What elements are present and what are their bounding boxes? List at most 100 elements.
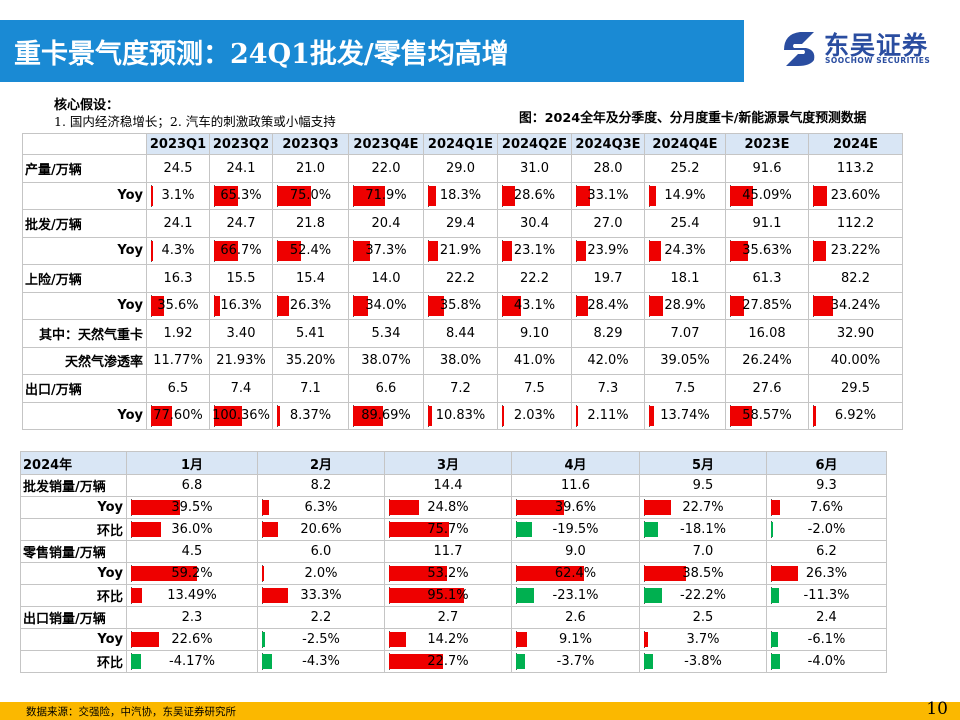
data-bar (649, 405, 654, 426)
table-cell: 53.2% (384, 562, 512, 585)
column-header: 2023E (725, 133, 809, 155)
column-header: 2月 (257, 451, 385, 475)
table-cell: 7.3 (571, 374, 645, 403)
cell-value: 16.3% (220, 298, 262, 314)
table-cell: 39.6% (511, 496, 640, 519)
cell-value: 11.7 (433, 544, 463, 559)
table-cell: 24.1 (209, 154, 273, 183)
table-cell: 9.0 (511, 540, 640, 563)
table-cell: 14.4 (384, 474, 512, 497)
cell-value: 14.4 (433, 478, 463, 493)
cell-value: 7.1 (300, 380, 321, 396)
table-cell: 40.00% (808, 346, 903, 375)
cell-value: 100.36% (212, 408, 270, 424)
table-cell: 7.5 (497, 374, 572, 403)
table-cell: 23.9% (571, 236, 645, 265)
data-bar (428, 185, 437, 206)
data-bar (214, 295, 220, 316)
table-cell: 37.3% (348, 236, 424, 265)
cell-value: 14.2% (427, 632, 469, 647)
table-cell: 42.0% (571, 346, 645, 375)
cell-value: 9.10 (520, 325, 549, 341)
data-bar (131, 654, 142, 669)
table-cell: 35.20% (272, 346, 349, 375)
table-header-row: 2024年 1月 2月 3月 4月 5月 6月 (20, 451, 887, 475)
forecast-table: 2023Q1 2023Q2 2023Q3 2023Q4E 2024Q1E 2024Q2E 2… (22, 133, 903, 430)
data-bar (502, 405, 504, 426)
cell-value: 7.0 (692, 544, 714, 559)
cell-value: 89.69% (361, 408, 411, 424)
data-bar (277, 295, 289, 316)
table-cell: 11.6 (511, 474, 640, 497)
table-cell: 7.2 (423, 374, 498, 403)
table-cell: 2.11% (571, 401, 645, 430)
data-bar (771, 566, 798, 581)
cell-value: 9.5 (692, 478, 714, 493)
data-bar (262, 522, 279, 537)
cell-value: 26.24% (742, 353, 792, 369)
cell-value: -4.17% (169, 654, 215, 669)
page-number: 10 (926, 699, 948, 719)
table-cell: 6.5 (146, 374, 210, 403)
table-cell: 21.93% (209, 346, 273, 375)
data-bar (771, 588, 780, 603)
cell-value: 22.2 (520, 270, 549, 286)
table-cell: 27.6 (725, 374, 809, 403)
data-bar (771, 632, 778, 647)
table-cell: 52.4% (272, 236, 349, 265)
cell-value: 8.29 (593, 325, 623, 341)
data-bar (151, 185, 153, 206)
table-cell: -3.7% (511, 650, 640, 673)
cell-value: 65.3% (220, 188, 262, 204)
data-bar (576, 295, 589, 316)
cell-value: 58.57% (742, 408, 792, 424)
table-cell: 23.1% (497, 236, 572, 265)
cell-value: 6.0 (310, 544, 332, 559)
data-bar (151, 405, 173, 426)
cell-value: 3.7% (686, 632, 720, 647)
cell-value: 15.5 (226, 270, 256, 286)
cell-value: 24.1 (226, 160, 256, 176)
cell-value: 61.3 (752, 270, 782, 286)
data-bar (813, 295, 833, 316)
data-bar (277, 185, 311, 206)
table-cell: 4.5 (126, 540, 258, 563)
logo-text-cn: 东吴证券 (824, 31, 929, 60)
cell-value: 7.2 (450, 380, 471, 396)
cell-value: -2.5% (302, 632, 340, 647)
table-cell: 3.7% (639, 628, 767, 651)
table-cell: 34.0% (348, 291, 424, 320)
data-bar (389, 632, 406, 647)
table-cell: 3.1% (146, 181, 210, 210)
soochow-logo: 东吴证券 SOOCHOW SECURITIES (780, 24, 950, 76)
column-header: 2023Q2 (209, 133, 273, 155)
data-bar (813, 405, 816, 426)
table-cell: 31.0 (497, 154, 572, 183)
data-bar (353, 295, 369, 316)
table-cell: 11.7 (384, 540, 512, 563)
cell-value: 35.6% (157, 298, 199, 314)
column-header: 1月 (126, 451, 258, 475)
table-cell: 65.3% (209, 181, 273, 210)
cell-value: 26.3% (289, 298, 332, 314)
cell-value: 34.0% (365, 298, 407, 314)
data-bar (516, 632, 527, 647)
cell-value: 2.0% (304, 566, 338, 581)
cell-value: 1.92 (163, 325, 193, 341)
cell-value: 24.3% (664, 243, 706, 259)
table-cell: 38.07% (348, 346, 424, 375)
cell-value: 29.4 (446, 215, 475, 231)
cell-value: 6.92% (834, 408, 877, 424)
table-cell: 36.0% (126, 518, 258, 541)
table-cell: 61.3 (725, 264, 809, 293)
table-row: 批发/万辆 24.1 24.7 21.8 20.4 29.4 30.4 27.0 25.4 91.… (22, 209, 903, 238)
cell-value: 3.1% (161, 188, 195, 204)
data-bar (649, 295, 664, 316)
cell-value: 33.1% (587, 188, 629, 204)
cell-value: 5.34 (371, 325, 401, 341)
table-cell: 8.37% (272, 401, 349, 430)
data-bar (151, 240, 153, 261)
table-cell: 3.40 (209, 319, 273, 348)
table-cell: 75.0% (272, 181, 349, 210)
cell-value: 14.0 (371, 270, 401, 286)
